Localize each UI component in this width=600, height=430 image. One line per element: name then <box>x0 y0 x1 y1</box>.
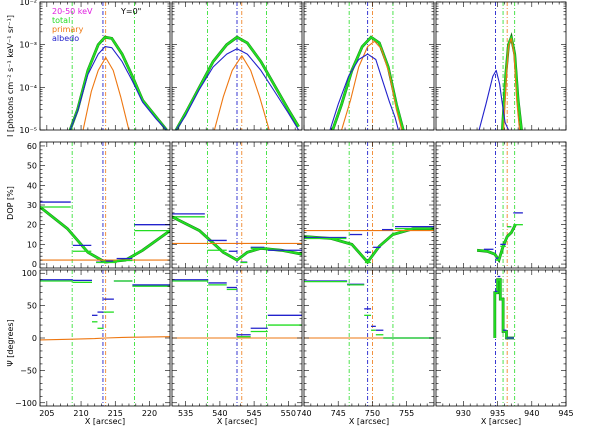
y-tick-label: 10⁻³ <box>19 41 37 50</box>
series-primary <box>40 336 170 341</box>
series-albedo <box>175 48 300 130</box>
legend-albedo-label: albedo <box>52 34 79 43</box>
panel-r0-c1 <box>171 1 303 131</box>
series-primary <box>341 40 403 130</box>
x-tick-label: 220 <box>142 409 157 418</box>
legend: 20-50 keV total primary albedo Y=0" <box>52 7 141 43</box>
y-tick-label: −100 <box>15 399 37 408</box>
panel-plot-area <box>172 142 302 268</box>
panel-r1-c3 <box>435 141 567 269</box>
y-tick-label: 20 <box>27 221 37 230</box>
y-tick-label: 40 <box>27 181 37 190</box>
col-1-xlabel: X [arcsec] <box>217 417 257 426</box>
y-tick-label: 50 <box>27 302 37 311</box>
x-tick-label: 210 <box>73 409 88 418</box>
series-total <box>69 36 168 130</box>
panel-grid: 10⁻⁵ 10⁻⁴ 10⁻³ 10⁻² 0 10 20 30 40 50 60 205 210 215 22… <box>15 0 574 418</box>
panel-plot-area <box>329 2 405 130</box>
y-tick-label: 10⁻⁴ <box>19 83 37 92</box>
x-tick-label: 540 <box>212 409 227 418</box>
y-tick-label: 0 <box>32 260 37 269</box>
x-tick-label: 755 <box>399 409 414 418</box>
panel-frame <box>39 1 171 131</box>
y-tick-label: 50 <box>27 162 37 171</box>
series-primary <box>213 55 270 130</box>
x-axis-labels: X [arcsec] X [arcsec] X [arcsec] X [arcs… <box>85 417 521 426</box>
legend-total-label: total <box>52 16 70 25</box>
panel-frame <box>303 1 435 131</box>
x-tick-label: 935 <box>490 409 505 418</box>
series-albedo <box>329 53 399 130</box>
x-tick-label: 545 <box>246 409 261 418</box>
series-primary <box>82 56 130 130</box>
panel-frame <box>435 1 567 131</box>
series-albedo <box>69 46 167 130</box>
panel-r1-c2 <box>303 141 435 269</box>
panel-plot-area <box>40 270 170 406</box>
y-tick-label: −50 <box>20 366 37 375</box>
y-tick-label: 60 <box>27 142 37 151</box>
series-total <box>175 36 300 130</box>
y-tick-label: 10⁻² <box>19 0 37 7</box>
panel-plot-area <box>40 142 170 268</box>
row-1-ylabel: DOP [%] <box>6 186 15 220</box>
x-tick-label: 940 <box>524 409 539 418</box>
x-tick-label: 205 <box>39 409 54 418</box>
series-total <box>331 36 405 130</box>
panel-plot-area <box>68 2 168 130</box>
series-albedo <box>478 69 510 130</box>
series-total <box>304 227 434 264</box>
y-axis-labels: I [photons cm⁻² s⁻¹ keV⁻¹ sr⁻¹] DOP [%] … <box>6 15 15 367</box>
panel-plot-area <box>172 270 302 406</box>
panel-r1-c1 <box>171 141 303 269</box>
row-2-ylabel: Ψ [degrees] <box>6 319 15 366</box>
x-tick-label: 535 <box>178 409 193 418</box>
row-0-ylabel: I [photons cm⁻² s⁻¹ keV⁻¹ sr⁻¹] <box>6 15 15 137</box>
panel-frame <box>303 141 435 269</box>
series-total <box>40 206 170 264</box>
legend-annotation: Y=0" <box>120 7 141 16</box>
panel-plot-area <box>478 2 523 130</box>
series-total <box>477 224 517 262</box>
panel-plot-area <box>493 270 516 406</box>
panel-r1-c0: 0 10 20 30 40 50 60 <box>27 141 171 269</box>
x-tick-label: 750 <box>365 409 380 418</box>
x-tick-label: 550 <box>281 409 296 418</box>
x-tick-label: 745 <box>331 409 346 418</box>
series-total-shadow <box>304 227 434 265</box>
panel-r0-c3 <box>435 1 567 131</box>
col-3-xlabel: X [arcsec] <box>481 417 521 426</box>
col-2-xlabel: X [arcsec] <box>349 417 389 426</box>
panel-plot-area <box>476 142 523 268</box>
col-0-xlabel: X [arcsec] <box>85 417 125 426</box>
y-tick-label: 0 <box>32 334 37 343</box>
x-tick-label: 930 <box>456 409 471 418</box>
panel-r0-c0: 10⁻⁵ 10⁻⁴ 10⁻³ 10⁻² <box>19 0 171 135</box>
x-tick-label: 945 <box>558 409 573 418</box>
series-total <box>501 36 523 130</box>
panel-frame <box>171 1 303 131</box>
panel-plot-area <box>174 2 300 130</box>
panel-r2-c3: 930 935 940 945 <box>435 269 574 418</box>
panel-r2-c0: 205 210 215 220 −100 −50 0 50 100 <box>15 269 171 418</box>
panel-r0-c2 <box>303 1 435 131</box>
panel-r2-c1: 535 540 545 550 <box>171 269 303 418</box>
series-total-shadow <box>40 205 170 264</box>
series-primary <box>503 37 521 130</box>
panel-frame <box>39 141 171 269</box>
y-tick-label: 10⁻⁵ <box>19 126 37 135</box>
y-tick-label: 10 <box>27 240 37 249</box>
panel-r2-c2: 740 745 750 755 <box>296 269 435 418</box>
panel-plot-area <box>304 270 434 406</box>
y-tick-label: 100 <box>22 269 37 278</box>
x-tick-label: 215 <box>108 409 123 418</box>
series-total <box>493 278 514 339</box>
x-tick-label: 740 <box>296 409 311 418</box>
y-tick-label: 30 <box>27 201 37 210</box>
legend-primary-label: primary <box>52 25 84 34</box>
panel-plot-area <box>304 142 434 268</box>
legend-energy-label: 20-50 keV <box>52 7 93 16</box>
